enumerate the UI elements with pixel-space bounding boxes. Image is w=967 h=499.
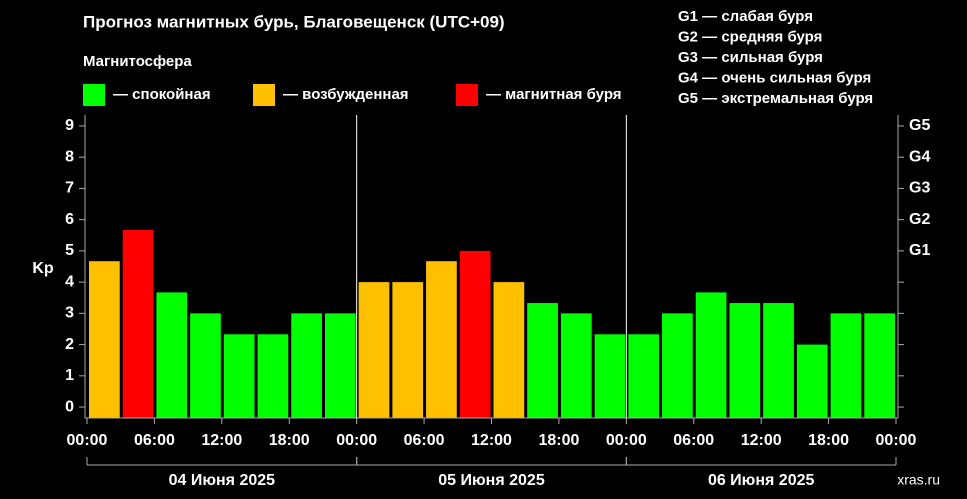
bar <box>392 282 424 418</box>
legend-label: — магнитная буря <box>486 86 622 103</box>
y2-tick-label: G3 <box>909 180 930 197</box>
y-tick-label: 2 <box>65 336 74 353</box>
day-label: 06 Июня 2025 <box>708 472 815 489</box>
legend-swatch <box>83 84 105 106</box>
legend-title: Магнитосфера <box>83 53 192 70</box>
bar <box>257 334 289 418</box>
x-tick-label: 12:00 <box>741 432 782 449</box>
bar <box>459 250 491 418</box>
x-tick-label: 18:00 <box>538 432 579 449</box>
bar <box>830 313 862 418</box>
bar <box>560 313 592 418</box>
bar <box>662 313 693 418</box>
x-tick-label: 00:00 <box>876 432 917 449</box>
x-tick-label: 06:00 <box>404 432 445 449</box>
bar <box>122 229 154 418</box>
y-tick-label: 8 <box>65 148 74 165</box>
storm-level: G3 — сильная буря <box>678 49 823 66</box>
bar <box>493 282 525 418</box>
y2-tick-label: G4 <box>909 148 930 165</box>
bar <box>89 261 120 418</box>
bar <box>190 313 221 418</box>
x-tick-label: 00:00 <box>67 432 108 449</box>
x-tick-label: 00:00 <box>606 432 647 449</box>
watermark: xras.ru <box>897 472 940 488</box>
y-tick-label: 4 <box>65 273 74 290</box>
x-tick-label: 12:00 <box>201 432 242 449</box>
x-tick-label: 06:00 <box>134 432 175 449</box>
y-tick-label: 7 <box>65 180 74 197</box>
bar <box>156 292 188 418</box>
storm-level: G2 — средняя буря <box>678 28 822 45</box>
bar <box>527 303 558 418</box>
bar <box>763 303 794 418</box>
chart-title: Прогноз магнитных бурь, Благовещенск (UT… <box>83 12 505 31</box>
y-axis-title: Kp <box>32 260 54 277</box>
bar <box>291 313 322 418</box>
bar <box>594 334 626 418</box>
y-tick-label: 6 <box>65 211 74 228</box>
storm-level: G4 — очень сильная буря <box>678 69 871 86</box>
x-tick-label: 18:00 <box>269 432 310 449</box>
y-tick-label: 1 <box>65 367 74 384</box>
x-tick-label: 12:00 <box>471 432 512 449</box>
y-tick-label: 9 <box>65 117 74 134</box>
storm-level: G1 — слабая буря <box>678 8 813 25</box>
x-tick-label: 18:00 <box>808 432 849 449</box>
legend-label: — возбужденная <box>283 86 409 103</box>
bar <box>864 313 895 418</box>
bar <box>796 344 828 418</box>
y-tick-label: 5 <box>65 242 74 259</box>
bar <box>426 261 457 418</box>
bar <box>729 303 761 418</box>
day-label: 05 Июня 2025 <box>438 472 545 489</box>
bar <box>358 282 390 418</box>
bar <box>223 334 255 418</box>
day-label: 04 Июня 2025 <box>169 472 276 489</box>
y2-tick-label: G5 <box>909 117 930 134</box>
y-tick-label: 0 <box>65 398 74 415</box>
legend-swatch <box>253 84 275 106</box>
x-tick-label: 00:00 <box>336 432 377 449</box>
x-tick-label: 06:00 <box>673 432 714 449</box>
legend-label: — спокойная <box>113 86 211 103</box>
legend-swatch <box>456 84 478 106</box>
bar <box>695 292 727 418</box>
y-tick-label: 3 <box>65 305 74 322</box>
storm-level: G5 — экстремальная буря <box>678 90 873 107</box>
bar <box>324 313 356 418</box>
y2-tick-label: G2 <box>909 211 930 228</box>
y2-tick-label: G1 <box>909 242 930 259</box>
bar <box>628 334 660 418</box>
